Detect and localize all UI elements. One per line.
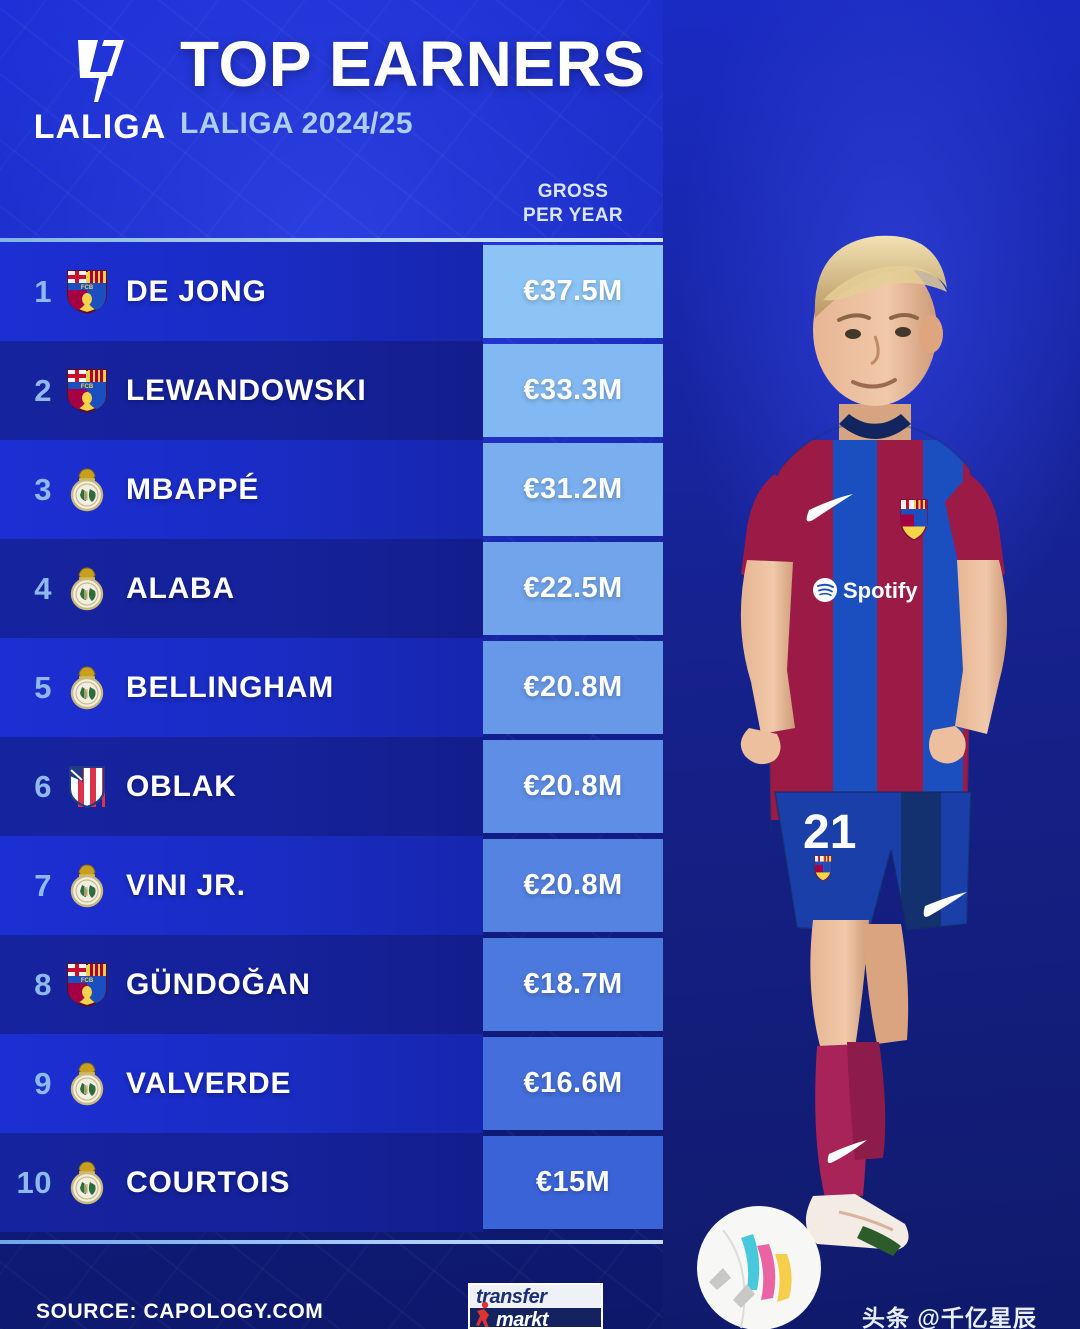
club-crest-barcelona-icon: FCB <box>58 269 116 315</box>
row-player-cell: 5 BELLINGHAM <box>0 638 483 737</box>
laliga-wordmark: LALIGA <box>33 108 167 146</box>
rank-number: 10 <box>16 1164 52 1200</box>
player-name: GÜNDOĞAN <box>126 967 311 1001</box>
salary-value: €20.8M <box>483 839 663 932</box>
table-row: 6 OBLAK €20.8M <box>0 737 663 836</box>
player-name: BELLINGHAM <box>126 670 334 704</box>
svg-text:FCB: FCB <box>81 384 94 390</box>
table-top-rule <box>0 238 663 242</box>
runner-icon <box>476 1301 489 1327</box>
header: LALIGA TOP EARNERS LALIGA 2024/25 <box>0 0 700 175</box>
salary-value: €20.8M <box>483 641 663 734</box>
salary-value: €20.8M <box>483 740 663 833</box>
player-name: LEWANDOWSKI <box>126 373 367 407</box>
row-player-cell: 8 FCB GÜNDOĞAN <box>0 935 483 1034</box>
rank-number: 6 <box>34 768 52 804</box>
rank-number: 7 <box>34 867 52 903</box>
salary-value: €37.5M <box>483 245 663 338</box>
club-crest-realmadrid-icon <box>58 467 116 513</box>
player-name: COURTOIS <box>126 1165 291 1199</box>
salary-value: €15M <box>483 1136 663 1229</box>
transfermarkt-logo: transfer markt <box>468 1283 603 1329</box>
row-player-cell: 3 MBAPPÉ <box>0 440 483 539</box>
row-player-cell: 1 FCB DE JONG <box>0 242 483 341</box>
table-row: 8 FCB GÜNDOĞAN €18.7M <box>0 935 663 1034</box>
earnings-table: 1 FCB DE JONG €37.5M 2 FCB <box>0 242 663 1232</box>
transfermarkt-logo-line1: transfer <box>476 1285 547 1308</box>
table-row: 5 BELLINGHAM €20.8M <box>0 638 663 737</box>
player-name: OBLAK <box>126 769 237 803</box>
rank-number: 3 <box>34 471 52 507</box>
salary-value: €31.2M <box>483 443 663 536</box>
table-row: 2 FCB LEWANDOWSKI €33.3M <box>0 341 663 440</box>
table-row: 9 VALVERDE €16.6M <box>0 1034 663 1133</box>
transfermarkt-logo-bottom: markt <box>470 1301 601 1329</box>
rank-number: 2 <box>34 372 52 408</box>
row-player-cell: 10 COURTOIS <box>0 1133 483 1232</box>
rank-number: 4 <box>34 570 52 606</box>
value-column-header-line2: PER YEAR <box>523 205 623 227</box>
rank-number: 5 <box>34 669 52 705</box>
table-row: 10 COURTOIS €15M <box>0 1133 663 1232</box>
row-player-cell: 6 OBLAK <box>0 737 483 836</box>
club-crest-realmadrid-icon <box>58 863 116 909</box>
watermark: 头条 @千亿星辰 <box>862 1305 1037 1329</box>
player-name: VINI JR. <box>126 868 246 902</box>
table-row: 4 ALABA €22.5M <box>0 539 663 638</box>
club-crest-atletico-icon <box>58 764 116 810</box>
table-row: 3 MBAPPÉ €31.2M <box>0 440 663 539</box>
row-player-cell: 4 ALABA <box>0 539 483 638</box>
row-player-cell: 7 VINI JR. <box>0 836 483 935</box>
player-name: DE JONG <box>126 274 267 308</box>
club-crest-barcelona-icon: FCB <box>58 962 116 1008</box>
page-title: TOP EARNERS <box>180 28 646 100</box>
transfermarkt-logo-line2: markt <box>496 1308 548 1329</box>
club-crest-realmadrid-icon <box>58 1061 116 1107</box>
salary-value: €22.5M <box>483 542 663 635</box>
table-bottom-rule <box>0 1240 663 1244</box>
rank-number: 8 <box>34 966 52 1002</box>
svg-text:Spotify: Spotify <box>843 578 918 603</box>
svg-text:FCB: FCB <box>81 285 94 291</box>
club-crest-realmadrid-icon <box>58 665 116 711</box>
source-credit: SOURCE: CAPOLOGY.COM <box>36 1300 324 1323</box>
table-row: 1 FCB DE JONG €37.5M <box>0 242 663 341</box>
salary-value: €18.7M <box>483 938 663 1031</box>
rank-number: 1 <box>34 273 52 309</box>
laliga-logo: LALIGA <box>30 38 170 156</box>
player-name: ALABA <box>126 571 235 605</box>
svg-text:FCB: FCB <box>81 978 94 984</box>
rank-number: 9 <box>34 1065 52 1101</box>
club-crest-realmadrid-icon <box>58 566 116 612</box>
player-photo: Spotify <box>663 0 1080 1329</box>
value-column-header: GROSS PER YEAR <box>483 180 663 229</box>
transfermarkt-logo-top: transfer <box>470 1285 601 1308</box>
player-name: MBAPPÉ <box>126 472 260 506</box>
svg-text:21: 21 <box>803 806 856 859</box>
player-figure-illustration: Spotify <box>697 235 1007 1329</box>
salary-value: €33.3M <box>483 344 663 437</box>
laliga-mark-icon <box>78 40 124 102</box>
player-name: VALVERDE <box>126 1066 292 1100</box>
row-player-cell: 9 VALVERDE <box>0 1034 483 1133</box>
club-crest-realmadrid-icon <box>58 1160 116 1206</box>
title-block: TOP EARNERS LALIGA 2024/25 <box>180 28 646 140</box>
table-row: 7 VINI JR. €20.8M <box>0 836 663 935</box>
club-crest-barcelona-icon: FCB <box>58 368 116 414</box>
value-column-header-line1: GROSS <box>537 181 609 202</box>
row-player-cell: 2 FCB LEWANDOWSKI <box>0 341 483 440</box>
page-subtitle: LALIGA 2024/25 <box>180 106 413 140</box>
salary-value: €16.6M <box>483 1037 663 1130</box>
